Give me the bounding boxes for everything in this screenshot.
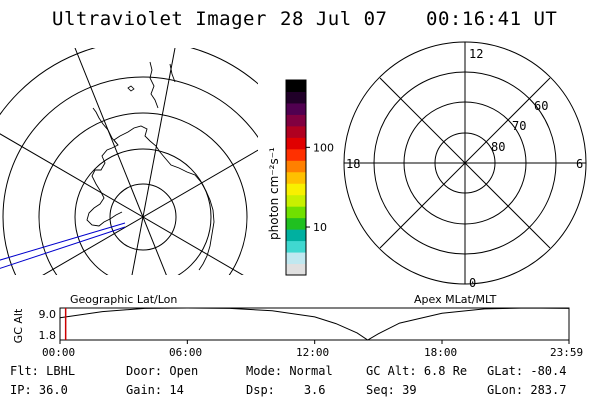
geographic-map <box>0 48 258 275</box>
altitude-x-ticks <box>59 340 570 344</box>
xtick-label: 06:00 <box>169 346 203 359</box>
dsp-label: Dsp: 3.6 <box>246 383 326 397</box>
colorbar-segment <box>286 171 306 184</box>
ip-label: IP: 36.0 <box>10 383 68 397</box>
satellite-track <box>0 226 126 269</box>
instrument-title: Ultraviolet Imager <box>52 8 267 30</box>
mlt-label-0: 0 <box>469 276 476 290</box>
colorbar-segment <box>286 263 306 276</box>
colorbar-frame <box>285 79 307 276</box>
colorbar-segment <box>286 229 306 242</box>
colorbar-segment <box>286 160 306 173</box>
mlat-label-80: 80 <box>491 140 505 154</box>
lat-circle <box>38 112 248 275</box>
altitude-plot <box>59 307 570 344</box>
mode-label: Mode: Normal <box>246 364 333 378</box>
colorbar-segment <box>286 125 306 138</box>
colorbar-unit-label: photon cm⁻²s⁻¹ <box>267 147 281 240</box>
date-label: 28 Jul 07 <box>280 8 388 30</box>
mlt-meridian <box>379 77 551 249</box>
antarctica-coastline <box>86 125 215 271</box>
apex-label: Apex MLat/MLT <box>414 293 497 306</box>
gain-label: Gain: 14 <box>126 383 184 397</box>
colorbar-segment <box>286 183 306 196</box>
xtick-label: 18:00 <box>424 346 458 359</box>
colorbar-segment <box>286 252 306 265</box>
colorbar <box>286 80 306 276</box>
altitude-ytick-max: 9.0 <box>39 308 57 321</box>
glat-label: GLat: -80.4 <box>487 364 567 378</box>
colorbar-tick-label: 10 <box>313 221 327 234</box>
xtick-label: 23:59 <box>550 346 584 359</box>
colorbar-segment <box>286 102 306 115</box>
door-label: Door: Open <box>126 364 199 378</box>
lat-circle <box>2 76 258 275</box>
mlt-label-12: 12 <box>469 47 483 61</box>
lon-line <box>131 48 176 275</box>
filter-label: Flt: LBHL <box>10 364 76 378</box>
colorbar-segment <box>286 240 306 253</box>
time-label: 00:16:41 UT <box>426 8 558 30</box>
colorbar-segment <box>286 80 306 92</box>
geographic-label: Geographic Lat/Lon <box>70 293 177 306</box>
altitude-curve <box>59 307 570 341</box>
lat-circle <box>74 148 212 275</box>
xtick-label: 00:00 <box>42 346 76 359</box>
altitude-ytick-min: 1.8 <box>39 329 57 342</box>
island-outline <box>127 85 135 92</box>
glon-label: GLon: 283.7 <box>487 383 567 397</box>
colorbar-tick-label: 100 <box>313 141 334 154</box>
south-america-coast <box>149 61 176 109</box>
colorbar-segment <box>286 91 306 104</box>
seq-label: Seq: 39 <box>366 383 417 397</box>
xtick-label: 12:00 <box>296 346 330 359</box>
altitude-plot-frame <box>59 307 570 341</box>
colorbar-segment <box>286 194 306 207</box>
antarctic-peninsula <box>92 107 119 146</box>
mlt-label-18: 18 <box>346 157 360 171</box>
colorbar-segment <box>286 217 306 230</box>
satellite-track <box>0 222 126 261</box>
colorbar-segment <box>286 206 306 219</box>
colorbar-segment <box>286 114 306 127</box>
colorbar-ticks: 100 10 <box>306 141 334 234</box>
lat-circle <box>109 183 177 251</box>
apex-map <box>343 41 587 285</box>
gc-alt-label: GC Alt: 6.8 Re <box>366 364 468 378</box>
colorbar-segment <box>286 137 306 150</box>
mlt-label-6: 6 <box>576 157 583 171</box>
mlat-label-70: 70 <box>512 119 526 133</box>
colorbar-segment <box>286 148 306 161</box>
mlat-label-60: 60 <box>534 99 548 113</box>
altitude-ylabel: GC Alt <box>12 308 25 343</box>
